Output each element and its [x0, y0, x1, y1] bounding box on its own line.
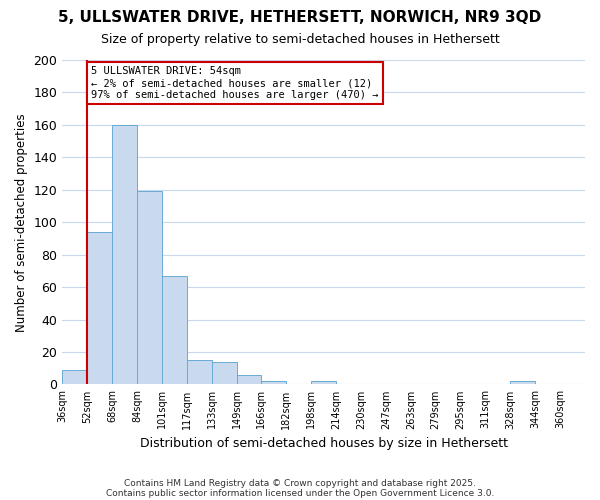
Bar: [162, 276, 187, 384]
Text: 5 ULLSWATER DRIVE: 54sqm
← 2% of semi-detached houses are smaller (12)
97% of se: 5 ULLSWATER DRIVE: 54sqm ← 2% of semi-de…: [91, 66, 379, 100]
Bar: [112, 125, 137, 384]
Bar: [62, 370, 87, 384]
Bar: [262, 381, 286, 384]
Text: Size of property relative to semi-detached houses in Hethersett: Size of property relative to semi-detach…: [101, 32, 499, 46]
Bar: [212, 362, 236, 384]
Text: Contains public sector information licensed under the Open Government Licence 3.: Contains public sector information licen…: [106, 488, 494, 498]
Bar: [511, 381, 535, 384]
Bar: [137, 192, 162, 384]
Text: 5, ULLSWATER DRIVE, HETHERSETT, NORWICH, NR9 3QD: 5, ULLSWATER DRIVE, HETHERSETT, NORWICH,…: [58, 10, 542, 25]
Y-axis label: Number of semi-detached properties: Number of semi-detached properties: [15, 113, 28, 332]
Bar: [236, 374, 262, 384]
Bar: [187, 360, 212, 384]
Bar: [87, 232, 112, 384]
Text: Contains HM Land Registry data © Crown copyright and database right 2025.: Contains HM Land Registry data © Crown c…: [124, 478, 476, 488]
X-axis label: Distribution of semi-detached houses by size in Hethersett: Distribution of semi-detached houses by …: [140, 437, 508, 450]
Bar: [311, 381, 336, 384]
